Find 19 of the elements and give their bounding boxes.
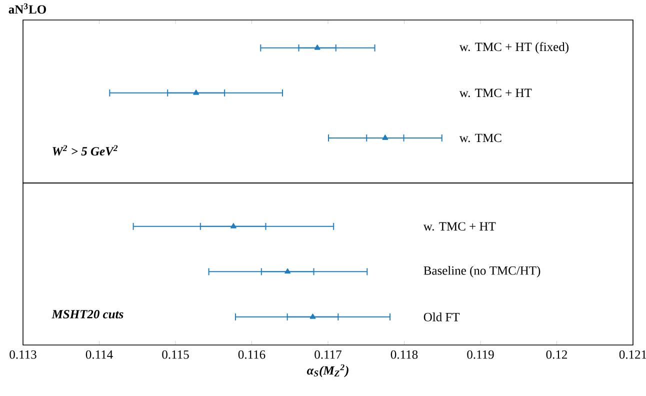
y-tick-label: w. TMC + HT (fixed) bbox=[459, 42, 568, 54]
annotation: MSHT20 cuts bbox=[52, 310, 124, 318]
x-tick-label: 0.117 bbox=[314, 350, 342, 359]
x-tick-label: 0.115 bbox=[162, 350, 189, 359]
x-tick-label: 0.121 bbox=[619, 350, 646, 359]
x-tick-label: 0.118 bbox=[390, 350, 418, 359]
y-tick-label: Baseline (no TMC/HT) bbox=[424, 266, 540, 278]
annotation: W$^{2}$ > 5 GeV$^{2}$ bbox=[52, 145, 118, 156]
y-tick-label: w. TMC + HT bbox=[423, 222, 496, 231]
x-tick-label: 0.114 bbox=[86, 350, 113, 359]
chart-title: aN$^{3}$LO bbox=[8, 3, 46, 14]
y-tick-label: Old FT bbox=[424, 312, 460, 322]
x-axis-title: α$_{S}$(M$_{Z}$$^{2}$) bbox=[306, 364, 348, 378]
x-tick-label: 0.12 bbox=[546, 350, 567, 359]
y-tick-label: w. TMC + HT bbox=[459, 88, 532, 98]
x-tick-label: 0.113 bbox=[10, 350, 36, 359]
x-tick-label: 0.116 bbox=[238, 350, 266, 359]
x-tick-label: 0.119 bbox=[467, 350, 494, 359]
y-tick-label: w. TMC bbox=[459, 134, 502, 142]
